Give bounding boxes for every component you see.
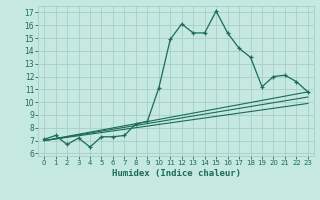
X-axis label: Humidex (Indice chaleur): Humidex (Indice chaleur) xyxy=(111,169,241,178)
